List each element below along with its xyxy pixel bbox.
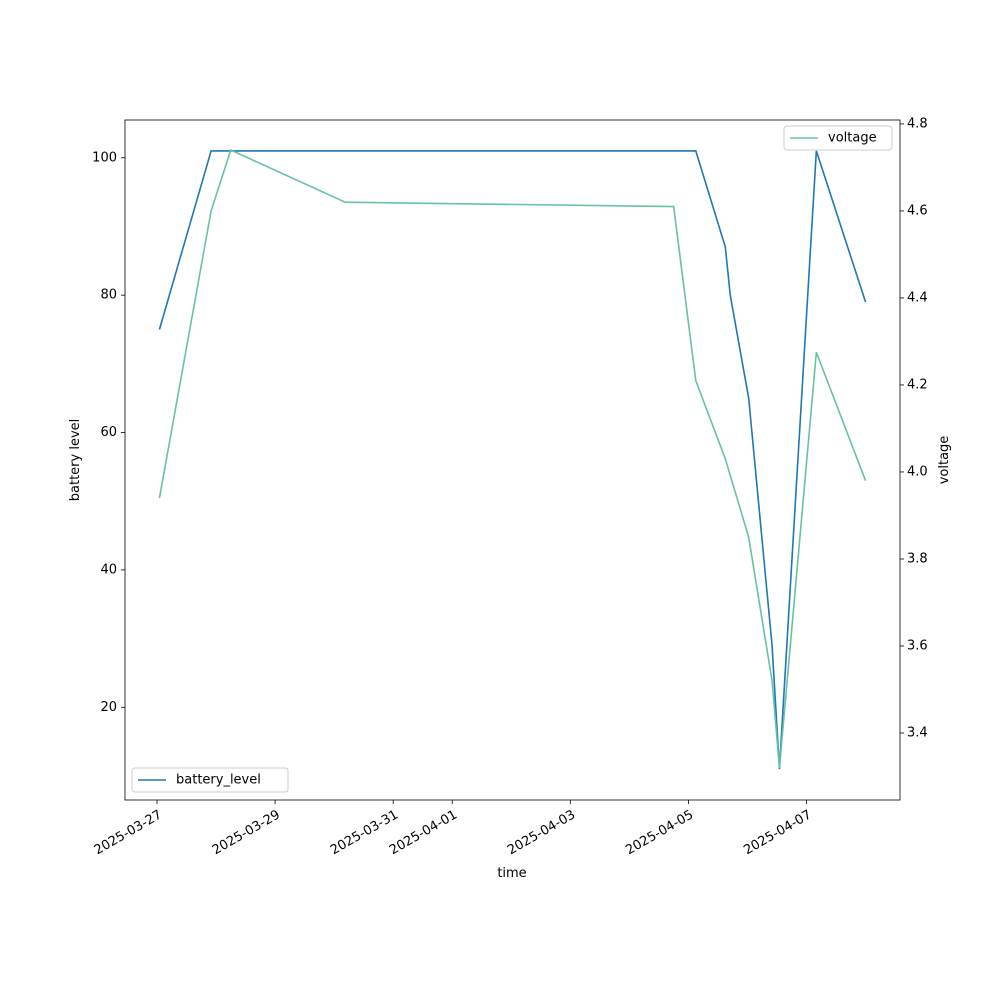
line-series xyxy=(158,150,867,770)
y-tick-label: 100 xyxy=(92,150,117,165)
y-tick-label: 20 xyxy=(100,700,117,715)
legend-label: voltage xyxy=(828,131,877,146)
y2-tick-label: 3.8 xyxy=(907,551,928,566)
x-tick-label: 2025-04-01 xyxy=(387,808,460,859)
y2-tick-label: 4.2 xyxy=(907,377,928,392)
y2-tick-label: 4.4 xyxy=(907,290,928,305)
x-tick-label: 2025-03-29 xyxy=(210,808,283,859)
y2-tick-label: 3.4 xyxy=(907,726,928,741)
legend-box xyxy=(783,125,893,151)
y-tick-label: 60 xyxy=(100,425,117,440)
legend-box xyxy=(131,767,289,793)
x-tick-label: 2025-04-07 xyxy=(741,808,814,859)
y-tick-label: 80 xyxy=(100,288,117,303)
y-axis-label: battery level xyxy=(68,419,83,502)
legend: battery_level xyxy=(131,767,289,793)
legend: voltage xyxy=(783,125,893,151)
x-axis-label: time xyxy=(497,866,526,881)
x-tick-label: 2025-04-03 xyxy=(505,808,578,859)
plot-frame xyxy=(124,119,901,801)
y2-tick-label: 4.6 xyxy=(907,203,928,218)
x-tick-label: 2025-04-05 xyxy=(623,808,696,859)
y2-axis-label: voltage xyxy=(937,436,952,485)
legend-label: battery_level xyxy=(176,773,261,788)
y2-tick-label: 4.0 xyxy=(907,464,928,479)
y2-tick-label: 4.8 xyxy=(907,116,928,131)
x-tick-label: 2025-03-27 xyxy=(92,808,165,859)
y2-tick-label: 3.6 xyxy=(907,638,928,653)
line-series xyxy=(158,148,867,768)
y-tick-label: 40 xyxy=(100,562,117,577)
